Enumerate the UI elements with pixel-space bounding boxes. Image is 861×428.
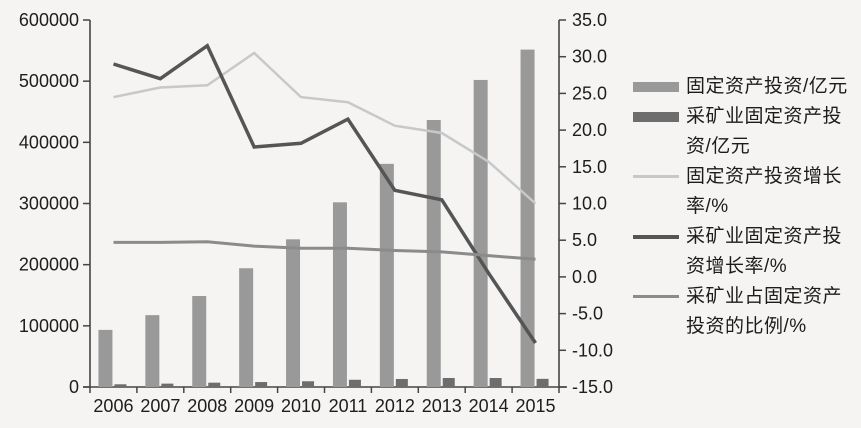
legend-swatch-bar-icon [633, 112, 679, 122]
legend-item-label: 采矿业占固定资产投资的比例/% [686, 286, 843, 337]
bar-mining-investment-2010 [302, 381, 315, 387]
bar-total-investment-2006 [98, 329, 113, 387]
bar-total-investment-2015 [520, 49, 535, 388]
right-axis-tick-label: 35.0 [572, 10, 607, 30]
line-total-growth-rate [113, 51, 537, 205]
bar-total-investment-2013 [426, 119, 441, 388]
legend-item: 采矿业固定资产投资增长率/% [633, 222, 859, 282]
bar-mining-investment-2008 [208, 382, 221, 387]
bar-total-investment-2008 [192, 296, 207, 387]
left-axis-tick-label: 100000 [19, 316, 79, 336]
left-axis-tick-label: 0 [69, 377, 79, 397]
legend-swatch-line-icon [633, 235, 679, 239]
left-axis-tick-label: 200000 [19, 255, 79, 275]
right-axis-tick-label: -15.0 [572, 377, 613, 397]
legend-item-label: 固定资产投资增长率/% [686, 166, 843, 217]
right-axis-tick-label: 10.0 [572, 194, 607, 214]
right-axis-tick-label: -10.0 [572, 340, 613, 360]
right-axis-tick-label: 5.0 [572, 230, 597, 250]
legend-item-label: 固定资产投资/亿元 [686, 76, 848, 97]
legend-swatch-line-icon [633, 295, 679, 298]
legend-swatch-bar-icon [633, 82, 679, 92]
bar-mining-investment-2006 [114, 384, 127, 387]
bar-mining-investment-2012 [395, 378, 408, 387]
legend-item: 固定资产投资增长率/% [633, 162, 859, 222]
legend-item: 采矿业固定资产投资/亿元 [633, 102, 859, 162]
bar-mining-investment-2013 [442, 377, 455, 387]
x-axis-category-label: 2008 [187, 396, 227, 416]
legend-item-label: 采矿业固定资产投资/亿元 [686, 106, 843, 157]
x-axis-category-label: 2007 [140, 396, 180, 416]
x-axis-category-label: 2012 [375, 396, 415, 416]
x-axis-category-label: 2010 [281, 396, 321, 416]
bar-mining-investment-2014 [489, 378, 502, 387]
x-axis-category-label: 2009 [234, 396, 274, 416]
left-axis-tick-label: 600000 [19, 10, 79, 30]
left-axis-tick-label: 400000 [19, 132, 79, 152]
bar-mining-investment-2011 [348, 379, 361, 387]
legend-item: 固定资产投资/亿元 [633, 72, 859, 102]
bar-mining-investment-2007 [161, 383, 174, 387]
x-axis-category-label: 2015 [516, 396, 556, 416]
bar-mining-investment-2015 [536, 378, 549, 387]
line-mining-share [113, 240, 536, 261]
bar-total-investment-2010 [286, 239, 301, 387]
legend-item-label: 采矿业固定资产投资增长率/% [686, 226, 843, 277]
x-axis-category-label: 2013 [422, 396, 462, 416]
right-axis-tick-label: 25.0 [572, 83, 607, 103]
x-axis-category-label: 2014 [469, 396, 509, 416]
left-axis-tick-label: 500000 [19, 71, 79, 91]
bar-total-investment-2007 [145, 315, 160, 387]
legend-swatch-line-icon [633, 175, 679, 178]
legend-item: 采矿业占固定资产投资的比例/% [633, 282, 859, 342]
right-axis-tick-label: 15.0 [572, 157, 607, 177]
right-axis-tick-label: 20.0 [572, 120, 607, 140]
bar-total-investment-2009 [239, 268, 254, 387]
bar-total-investment-2011 [332, 202, 347, 387]
chart-legend: 固定资产投资/亿元采矿业固定资产投资/亿元 固定资产投资增长率/% 采矿业固定资产投… [633, 72, 859, 342]
right-axis-tick-label: -5.0 [572, 304, 603, 324]
bar-mining-investment-2009 [255, 382, 268, 387]
bar-total-investment-2014 [473, 79, 488, 387]
left-axis-tick-label: 300000 [19, 194, 79, 214]
right-axis-tick-label: 30.0 [572, 47, 607, 67]
bar-total-investment-2012 [379, 163, 394, 387]
x-axis-category-label: 2006 [93, 396, 133, 416]
x-axis-category-label: 2011 [329, 396, 368, 416]
right-axis-tick-label: 0.0 [572, 267, 597, 287]
line-mining-growth-rate [112, 43, 537, 344]
